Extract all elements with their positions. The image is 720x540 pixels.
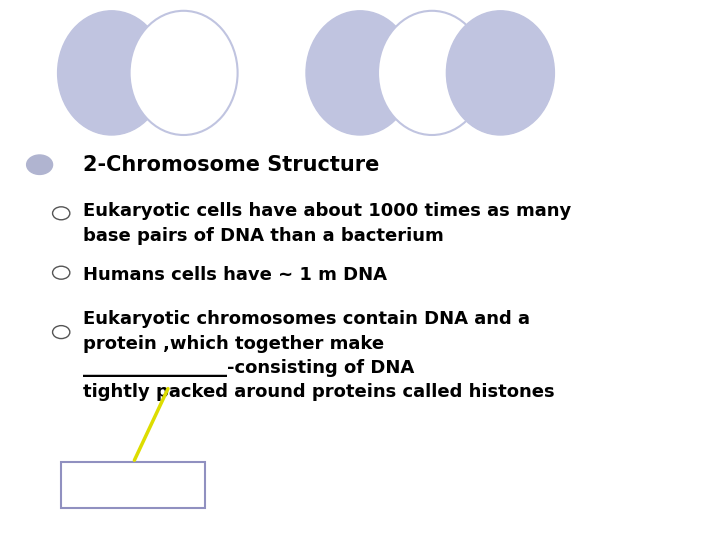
- Ellipse shape: [446, 11, 554, 135]
- Circle shape: [53, 207, 70, 220]
- Text: 2-Chromosome Structure: 2-Chromosome Structure: [83, 154, 379, 175]
- Ellipse shape: [58, 11, 166, 135]
- Text: Eukaryotic cells have about 1000 times as many
base pairs of DNA than a bacteriu: Eukaryotic cells have about 1000 times a…: [83, 202, 571, 245]
- Ellipse shape: [378, 11, 486, 135]
- Circle shape: [27, 155, 53, 174]
- Text: Humans cells have ~ 1 m DNA: Humans cells have ~ 1 m DNA: [83, 266, 387, 284]
- FancyBboxPatch shape: [61, 462, 205, 508]
- Ellipse shape: [306, 11, 414, 135]
- Circle shape: [53, 326, 70, 339]
- Text: chromatin: chromatin: [73, 475, 185, 494]
- Ellipse shape: [130, 11, 238, 135]
- Circle shape: [53, 266, 70, 279]
- Text: Eukaryotic chromosomes contain DNA and a
protein ,which together make
__________: Eukaryotic chromosomes contain DNA and a…: [83, 310, 554, 401]
